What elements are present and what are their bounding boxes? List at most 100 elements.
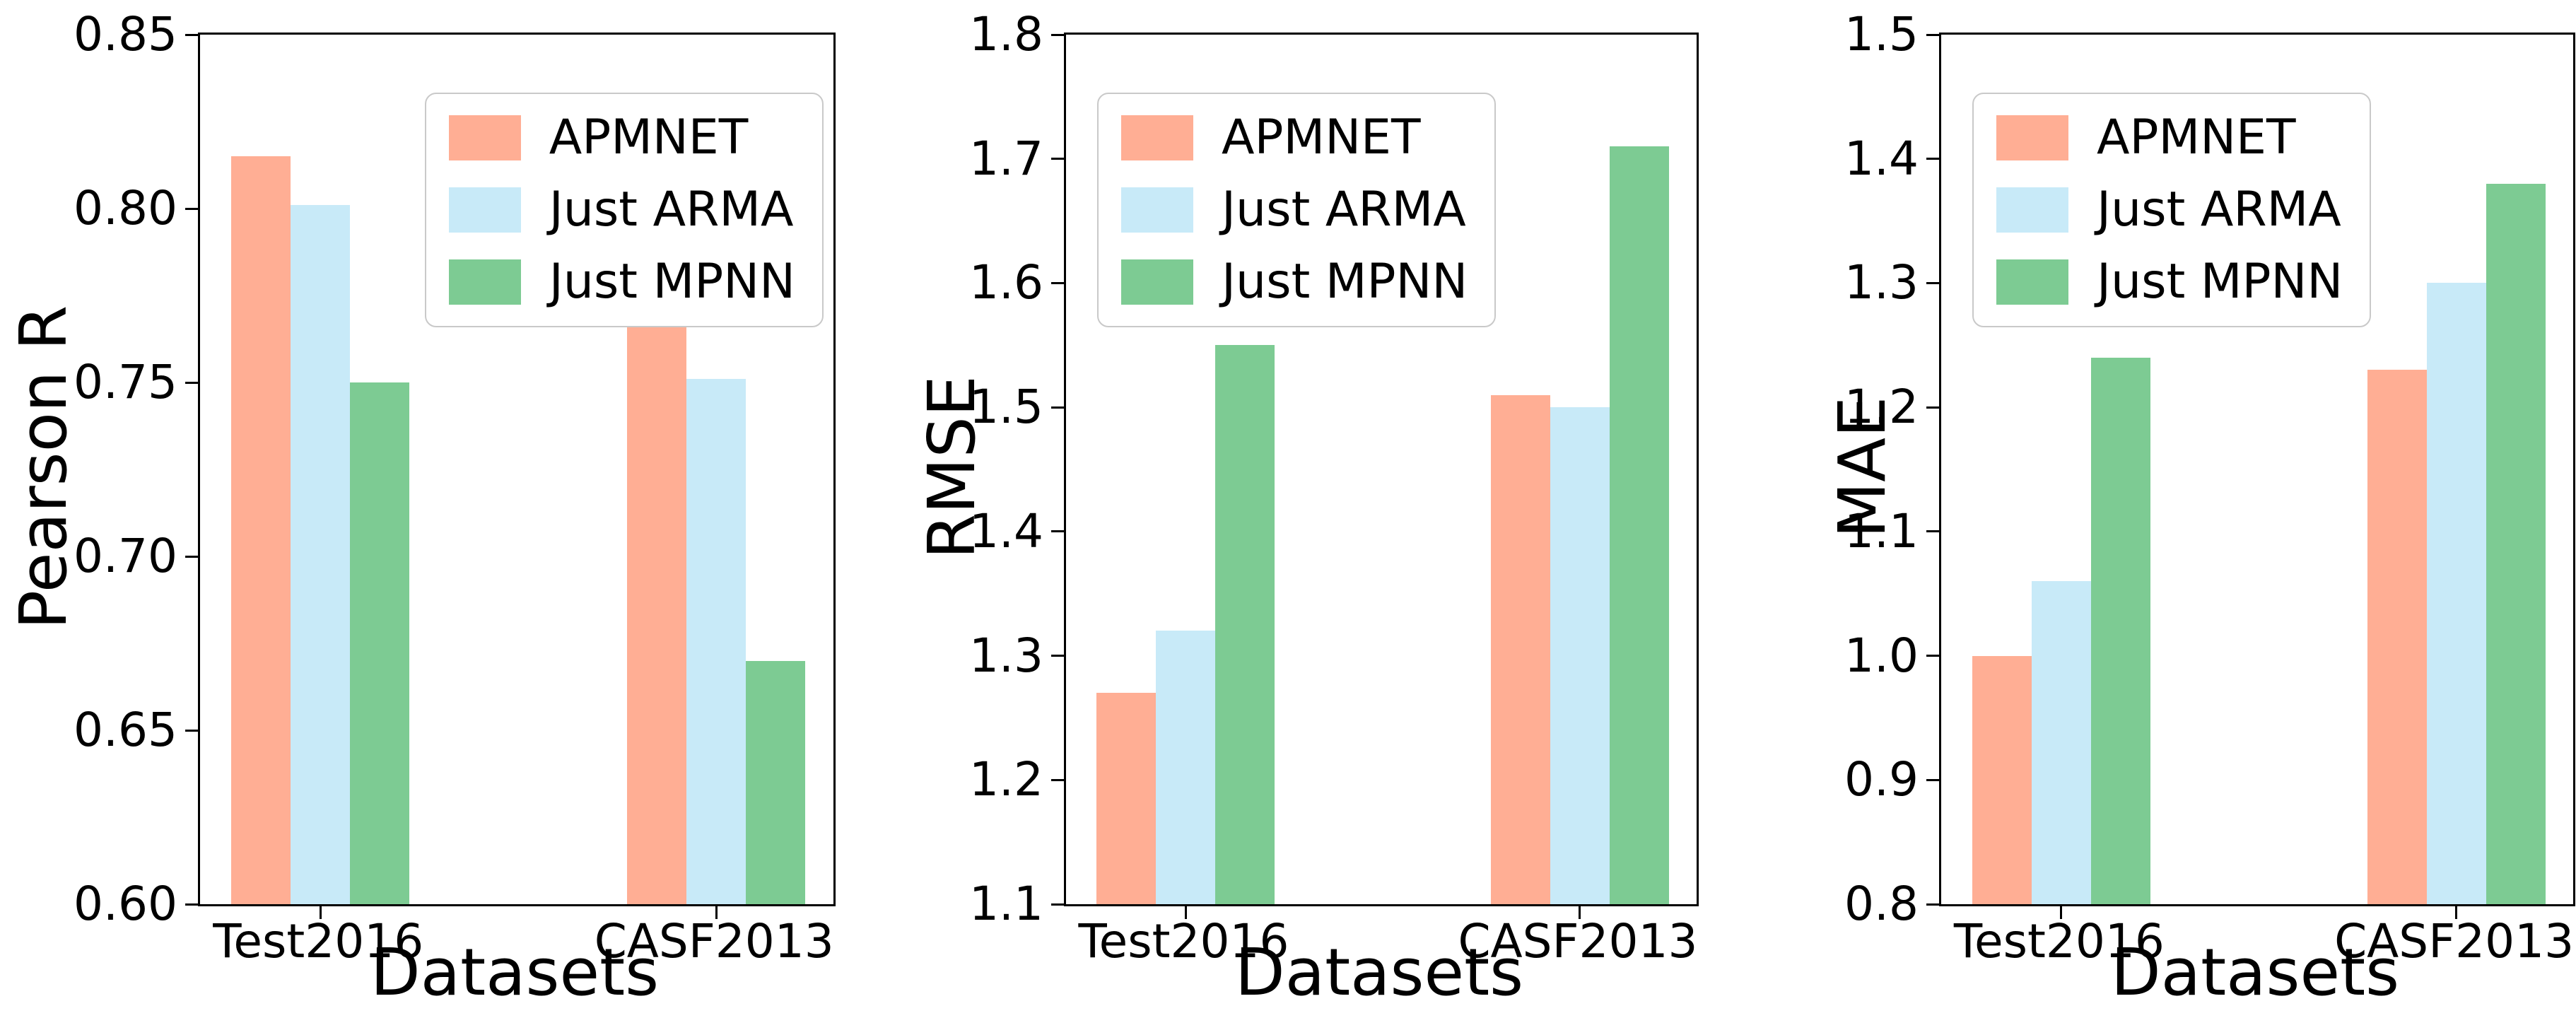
panel-mae: MAE APMNET Just ARMA Just MPNN 0.8 0.9 1.0 1.… — [1718, 0, 2576, 1018]
legend-item: Just MPNN — [448, 254, 795, 310]
y-tick-mark — [1051, 281, 1064, 284]
y-tick-label: 0.75 — [74, 355, 177, 409]
legend-label: APMNET — [549, 110, 749, 165]
legend-label: Just MPNN — [1222, 254, 1468, 310]
bar-apmnet-casf2013 — [1490, 394, 1550, 904]
legend-item: Just ARMA — [448, 182, 795, 238]
y-tick-mark — [185, 555, 198, 558]
y-tick-mark — [1051, 33, 1064, 36]
y-tick-label: 1.5 — [1844, 7, 1919, 62]
y-tick-mark — [1051, 530, 1064, 533]
legend-label: APMNET — [2097, 110, 2296, 165]
bar-just-arma-casf2013 — [1550, 407, 1610, 904]
bar-just-arma-test2016 — [1156, 631, 1216, 904]
legend-swatch-apmnet — [1996, 115, 2068, 160]
y-tick-mark — [1051, 778, 1064, 781]
y-tick-label: 0.8 — [1844, 877, 1919, 931]
y-tick-label: 1.1 — [1844, 503, 1919, 558]
plot-area: APMNET Just ARMA Just MPNN 0.60 0.65 0.70 0.7… — [74, 11, 836, 928]
bar-just-mpnn-casf2013 — [2486, 183, 2546, 904]
x-tick-mark — [1579, 906, 1581, 919]
legend-item: Just MPNN — [1996, 258, 2343, 306]
y-tick-mark — [1926, 530, 1939, 533]
legend-item: Just ARMA — [1121, 186, 1468, 234]
legend-swatch-just-mpnn — [1121, 259, 1193, 305]
y-tick-label: 1.2 — [969, 752, 1043, 807]
y-tick-label: 1.6 — [969, 255, 1043, 310]
y-tick-label: 0.9 — [1844, 752, 1919, 807]
y-tick-mark — [185, 729, 198, 732]
y-tick-mark — [1926, 33, 1939, 36]
y-tick-label: 0.60 — [74, 877, 177, 931]
y-tick-mark — [185, 207, 198, 210]
legend-swatch-just-arma — [1996, 187, 2068, 233]
y-tick-label: 1.8 — [969, 7, 1043, 62]
x-tick-label-test2016: Test2016 — [213, 914, 424, 969]
y-tick-mark — [1051, 655, 1064, 657]
x-axis-label: Datasets — [1234, 935, 1524, 1010]
y-tick-label: 0.80 — [74, 181, 177, 235]
bar-just-mpnn-casf2013 — [746, 660, 806, 904]
y-tick-label: 1.1 — [969, 877, 1043, 931]
x-tick-mark — [319, 906, 322, 919]
x-tick-label-casf2013: CASF2013 — [594, 914, 834, 969]
y-tick-label: 1.4 — [969, 503, 1043, 558]
legend: APMNET Just ARMA Just MPNN — [424, 93, 824, 327]
y-tick-mark — [1926, 903, 1939, 906]
bar-just-arma-casf2013 — [2426, 283, 2486, 904]
legend: APMNET Just ARMA Just MPNN — [1097, 93, 1497, 327]
y-tick-mark — [185, 381, 198, 384]
x-tick-label-casf2013: CASF2013 — [2334, 914, 2575, 969]
bar-apmnet-test2016 — [1096, 693, 1157, 904]
x-tick-mark — [715, 906, 718, 919]
x-tick-label-test2016: Test2016 — [1953, 914, 2165, 969]
y-tick-label: 1.3 — [969, 628, 1043, 683]
bar-just-mpnn-test2016 — [1215, 345, 1275, 904]
y-tick-label: 1.7 — [969, 131, 1043, 186]
panel-rmse: RMSE APMNET Just ARMA Just MPNN 1.1 1.2 1.3 1… — [859, 0, 1718, 1018]
x-axis-label: Datasets — [370, 935, 660, 1010]
legend-item: Just MPNN — [1121, 258, 1468, 306]
y-tick-label: 1.2 — [1844, 380, 1919, 435]
legend-label: Just MPNN — [2097, 254, 2343, 310]
bar-apmnet-casf2013 — [627, 327, 687, 904]
bar-just-mpnn-test2016 — [350, 382, 410, 904]
x-tick-mark — [2455, 906, 2458, 919]
legend-label: APMNET — [1222, 110, 1421, 165]
legend-swatch-apmnet — [448, 115, 521, 160]
x-tick-mark — [1184, 906, 1187, 919]
legend: APMNET Just ARMA Just MPNN — [1972, 93, 2372, 327]
x-axis-label: Datasets — [2110, 935, 2400, 1010]
legend-swatch-just-arma — [1121, 187, 1193, 233]
y-tick-mark — [1051, 903, 1064, 906]
legend-swatch-just-mpnn — [448, 259, 521, 305]
y-tick-label: 0.85 — [74, 7, 177, 62]
legend-label: Just MPNN — [549, 254, 795, 310]
bar-just-mpnn-casf2013 — [1609, 146, 1669, 904]
legend-swatch-apmnet — [1121, 115, 1193, 160]
plot-area: APMNET Just ARMA Just MPNN 0.8 0.9 1.0 1.1 1.2… — [1844, 11, 2575, 928]
y-tick-mark — [1926, 281, 1939, 284]
y-tick-mark — [1051, 406, 1064, 409]
bar-apmnet-test2016 — [1972, 655, 2032, 904]
y-tick-mark — [1926, 406, 1939, 409]
bar-just-mpnn-test2016 — [2090, 357, 2150, 904]
legend-item: Just ARMA — [1996, 186, 2343, 234]
panel-pearson-r: Pearson R APMNET Just ARMA Just MPNN 0.60 0… — [0, 0, 859, 1018]
legend-item: APMNET — [1996, 114, 2343, 162]
legend-item: APMNET — [448, 110, 795, 165]
bar-just-arma-casf2013 — [686, 379, 747, 904]
legend-swatch-just-mpnn — [1996, 259, 2068, 305]
bar-just-arma-test2016 — [2031, 581, 2091, 904]
y-tick-label: 1.5 — [969, 380, 1043, 435]
y-tick-label: 1.3 — [1844, 255, 1919, 310]
x-tick-label-test2016: Test2016 — [1078, 914, 1289, 969]
y-tick-mark — [1926, 655, 1939, 657]
legend-label: Just ARMA — [1222, 182, 1466, 238]
y-tick-mark — [1926, 158, 1939, 160]
x-tick-mark — [2060, 906, 2063, 919]
legend-label: Just ARMA — [2097, 182, 2341, 238]
bar-just-arma-test2016 — [291, 205, 351, 904]
legend-label: Just ARMA — [549, 182, 794, 238]
